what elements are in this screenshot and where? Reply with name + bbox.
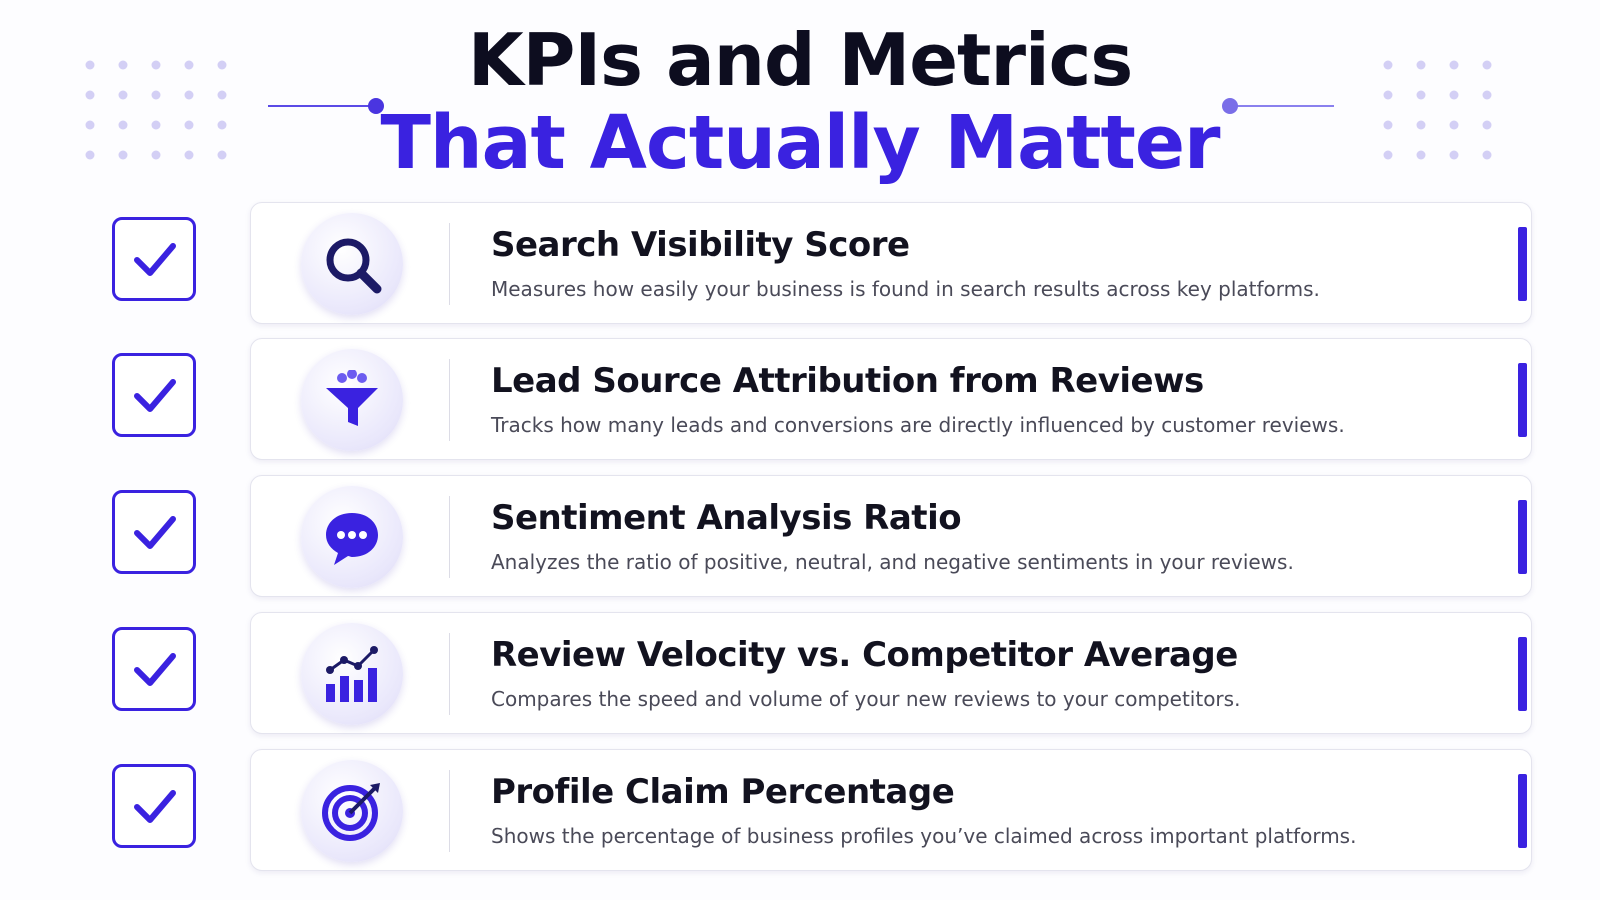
icon-graphic bbox=[326, 513, 378, 565]
checkmark bbox=[134, 516, 176, 549]
dot bbox=[1416, 150, 1426, 160]
dot bbox=[85, 60, 95, 70]
divider bbox=[449, 496, 450, 578]
deco-line-left bbox=[268, 98, 384, 114]
checkbox bbox=[112, 627, 196, 711]
kpi-icon bbox=[301, 213, 403, 315]
kpi-card: Lead Source Attribution from Reviews Trac… bbox=[250, 338, 1532, 460]
icon-graphic bbox=[322, 783, 380, 841]
dot bbox=[217, 150, 227, 160]
kpi-card: Search Visibility Score Measures how easi… bbox=[250, 202, 1532, 324]
icon-graphic bbox=[326, 646, 378, 702]
divider bbox=[449, 359, 450, 441]
checkmark bbox=[134, 790, 176, 823]
checkbox bbox=[112, 490, 196, 574]
accent-bar bbox=[1518, 637, 1527, 711]
deco-line-right bbox=[1222, 98, 1334, 114]
kpi-description: Tracks how many leads and conversions ar… bbox=[491, 413, 1345, 437]
dot bbox=[1383, 120, 1393, 130]
title: KPIs and Metrics bbox=[467, 18, 1133, 102]
dot bbox=[151, 90, 161, 100]
dot bbox=[1416, 60, 1426, 70]
dot bbox=[217, 120, 227, 130]
kpi-title: Profile Claim Percentage bbox=[491, 772, 955, 812]
dot bbox=[1482, 60, 1492, 70]
kpi-title: Search Visibility Score bbox=[491, 225, 910, 265]
kpi-icon bbox=[301, 760, 403, 862]
icon-graphic bbox=[326, 238, 382, 294]
dot bbox=[1416, 90, 1426, 100]
checkbox bbox=[112, 217, 196, 301]
dot bbox=[151, 60, 161, 70]
dot bbox=[1383, 90, 1393, 100]
dot bbox=[1416, 120, 1426, 130]
checkbox bbox=[112, 764, 196, 848]
kpi-description: Shows the percentage of business profile… bbox=[491, 824, 1357, 848]
kpi-title: Review Velocity vs. Competitor Average bbox=[491, 635, 1238, 675]
dot bbox=[184, 60, 194, 70]
dot bbox=[1449, 150, 1459, 160]
dot bbox=[1482, 120, 1492, 130]
kpi-card: Review Velocity vs. Competitor Average Co… bbox=[250, 612, 1532, 734]
subtitle: That Actually Matter bbox=[380, 100, 1220, 186]
checkmark bbox=[134, 653, 176, 686]
divider bbox=[449, 770, 450, 852]
dot-grid-right bbox=[1383, 60, 1492, 160]
dot bbox=[217, 60, 227, 70]
kpi-description: Compares the speed and volume of your ne… bbox=[491, 687, 1241, 711]
dot bbox=[1449, 60, 1459, 70]
dot bbox=[1383, 150, 1393, 160]
dot bbox=[1482, 90, 1492, 100]
dot bbox=[118, 90, 128, 100]
dot-grid-left bbox=[85, 60, 227, 160]
kpi-icon bbox=[301, 486, 403, 588]
dot bbox=[1449, 90, 1459, 100]
divider bbox=[449, 223, 450, 305]
dot bbox=[1383, 60, 1393, 70]
dot bbox=[217, 90, 227, 100]
dot bbox=[1482, 150, 1492, 160]
dot bbox=[1449, 120, 1459, 130]
kpi-icon bbox=[301, 349, 403, 451]
kpi-title: Sentiment Analysis Ratio bbox=[491, 498, 962, 538]
dot bbox=[85, 120, 95, 130]
divider bbox=[449, 633, 450, 715]
kpi-icon bbox=[301, 623, 403, 725]
accent-bar bbox=[1518, 363, 1527, 437]
dot bbox=[151, 150, 161, 160]
checkmark bbox=[134, 379, 176, 412]
accent-bar bbox=[1518, 227, 1527, 301]
dot bbox=[184, 90, 194, 100]
dot bbox=[118, 60, 128, 70]
dot bbox=[85, 90, 95, 100]
dot bbox=[118, 120, 128, 130]
accent-bar bbox=[1518, 774, 1527, 848]
dot bbox=[151, 120, 161, 130]
dot bbox=[184, 120, 194, 130]
kpi-card: Profile Claim Percentage Shows the percen… bbox=[250, 749, 1532, 871]
dot bbox=[184, 150, 194, 160]
kpi-card: Sentiment Analysis Ratio Analyzes the rat… bbox=[250, 475, 1532, 597]
kpi-title: Lead Source Attribution from Reviews bbox=[491, 361, 1204, 401]
dot bbox=[85, 150, 95, 160]
checkmark bbox=[134, 243, 176, 276]
icon-graphic bbox=[326, 370, 378, 426]
checkbox bbox=[112, 353, 196, 437]
accent-bar bbox=[1518, 500, 1527, 574]
dot bbox=[118, 150, 128, 160]
kpi-description: Analyzes the ratio of positive, neutral,… bbox=[491, 550, 1294, 574]
kpi-description: Measures how easily your business is fou… bbox=[491, 277, 1320, 301]
